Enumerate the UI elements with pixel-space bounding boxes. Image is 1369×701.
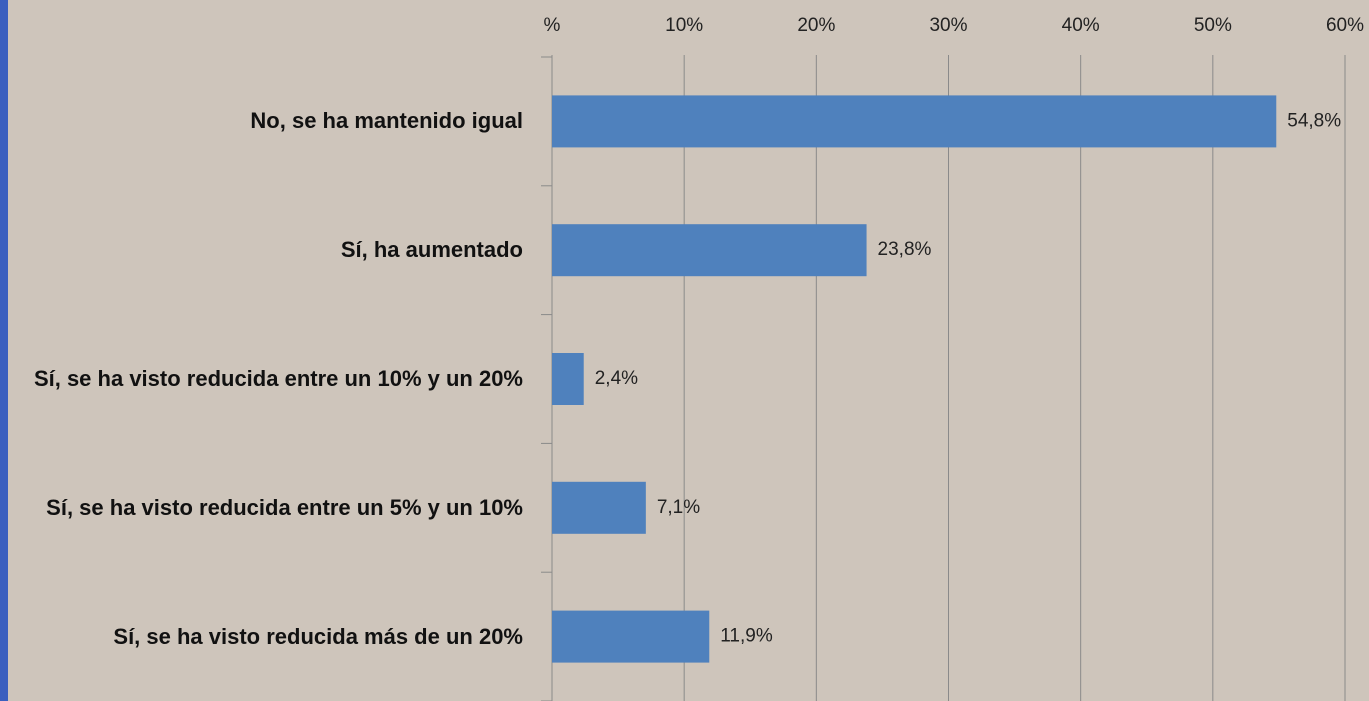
x-tick-label: 60% [1326,15,1364,36]
value-label: 11,9% [720,626,773,647]
value-label: 7,1% [657,497,700,518]
x-tick-label: 40% [1062,15,1100,36]
side-stripe [0,0,8,701]
bar [552,95,1277,148]
bar [552,481,646,534]
bar [552,610,710,663]
x-tick-label: % [544,15,561,36]
value-label: 2,4% [595,368,638,389]
category-label: No, se ha mantenido igual [250,108,523,134]
category-label: Sí, ha aumentado [340,237,523,263]
x-tick-label: 10% [665,15,703,36]
category-label: Sí, se ha visto reducida entre un 5% y u… [46,494,523,520]
x-tick-label: 20% [797,15,835,36]
category-label: Sí, se ha visto reducida entre un 10% y … [33,366,523,391]
x-tick-label: 50% [1194,15,1232,36]
value-label: 23,8% [878,239,932,260]
bar [552,224,867,277]
x-tick-label: 30% [929,15,967,36]
value-label: 54,8% [1287,110,1341,131]
bar [552,353,584,405]
category-label: Sí, se ha visto reducida más de un 20% [113,623,523,649]
